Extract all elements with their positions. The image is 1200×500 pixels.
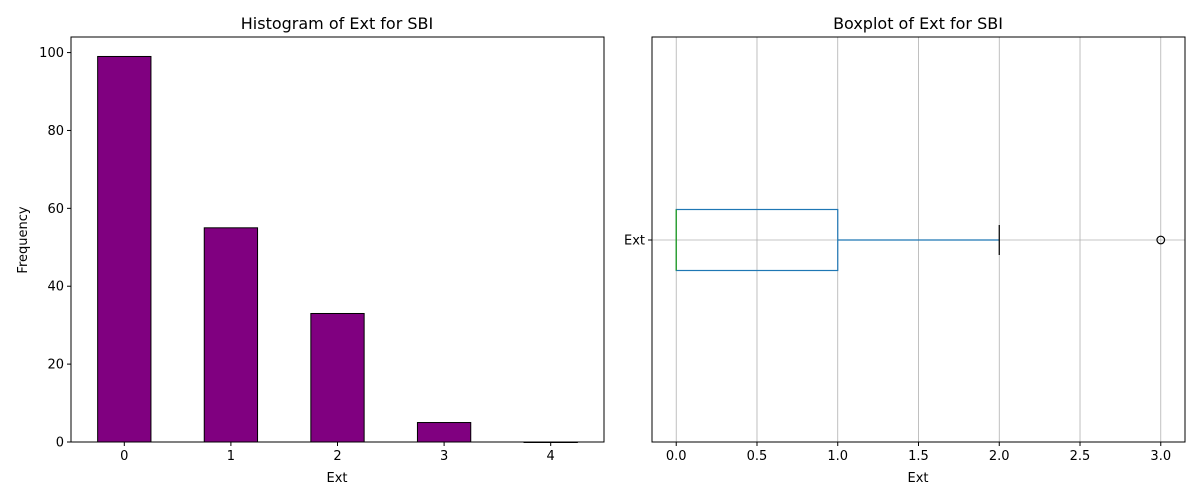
histogram-x-tick-label: 0 — [120, 449, 128, 464]
histogram-y-tick-label: 60 — [47, 202, 64, 217]
histogram-x-tick-label: 1 — [227, 449, 235, 464]
histogram-y-tick-label: 40 — [47, 280, 64, 295]
boxplot-marks — [675, 208, 1166, 272]
boxplot-outlier — [1156, 235, 1166, 245]
boxplot-x-tick-label: 0.5 — [747, 449, 768, 464]
boxplot-panel: Boxplot of Ext for SBI 0.0 0.5 1.0 1.5 2.0 2.… — [624, 14, 1186, 486]
histogram-bar-0 — [97, 55, 152, 443]
histogram-bar-1 — [203, 227, 259, 443]
histogram-panel: Histogram of Ext for SBI 0 1 2 3 4 0 20 40 60 80… — [16, 14, 605, 486]
boxplot-x-tick-label: 1.0 — [827, 449, 848, 464]
boxplot-y-ticks: Ext — [624, 234, 652, 249]
boxplot-y-tick-label: Ext — [624, 234, 645, 249]
boxplot-x-tick-label: 1.5 — [908, 449, 929, 464]
boxplot-title: Boxplot of Ext for SBI — [833, 14, 1003, 33]
histogram-x-tick-label: 4 — [547, 449, 555, 464]
histogram-y-tick-label: 20 — [47, 358, 64, 373]
boxplot-x-ticks: 0.0 0.5 1.0 1.5 2.0 2.5 3.0 — [666, 442, 1171, 464]
boxplot-x-tick-label: 0.0 — [666, 449, 687, 464]
histogram-y-label: Frequency — [16, 206, 31, 273]
histogram-y-ticks: 0 20 40 60 80 100 — [39, 46, 71, 451]
histogram-title: Histogram of Ext for SBI — [241, 14, 433, 33]
histogram-x-ticks: 0 1 2 3 4 — [120, 442, 555, 464]
histogram-bar-2 — [310, 312, 365, 443]
histogram-x-tick-label: 2 — [333, 449, 341, 464]
histogram-bar-3 — [416, 422, 472, 443]
histogram-y-tick-label: 100 — [39, 46, 64, 61]
boxplot-x-label: Ext — [907, 471, 928, 486]
boxplot-x-tick-label: 3.0 — [1150, 449, 1171, 464]
boxplot-x-tick-label: 2.5 — [1070, 449, 1091, 464]
histogram-y-tick-label: 0 — [56, 436, 64, 451]
histogram-x-label: Ext — [326, 471, 347, 486]
boxplot-x-tick-label: 2.0 — [989, 449, 1010, 464]
histogram-bars — [97, 55, 578, 443]
histogram-x-tick-label: 3 — [440, 449, 448, 464]
histogram-y-tick-label: 80 — [47, 124, 64, 139]
